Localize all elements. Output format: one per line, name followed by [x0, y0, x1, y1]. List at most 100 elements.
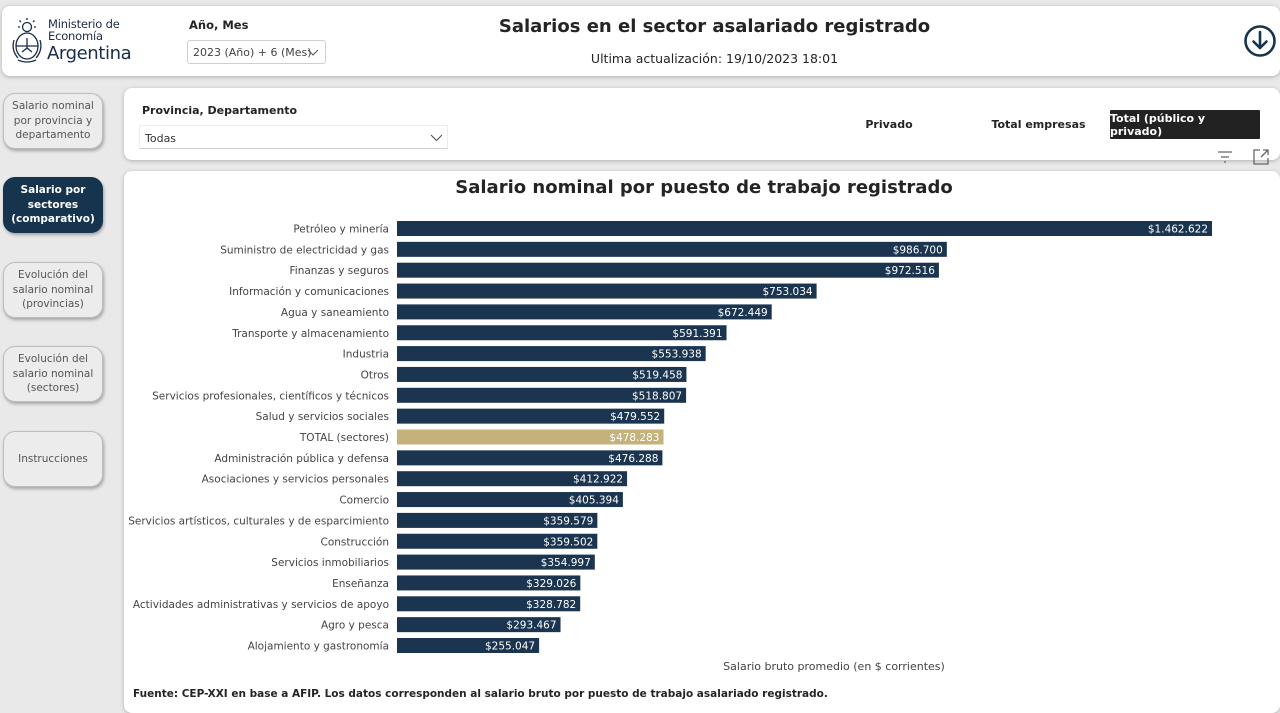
value-label: $518.807 [632, 390, 682, 402]
nav-label: Salario nominal por provincia y departam… [12, 100, 94, 142]
nav-label: Instrucciones [18, 452, 88, 465]
bar[interactable] [397, 554, 595, 570]
value-label: $359.579 [543, 515, 593, 527]
bar[interactable] [397, 346, 706, 362]
filter-panel: Provincia, Departamento Todas Privado To… [124, 88, 1280, 160]
source-note: Fuente: CEP-XXI en base a AFIP. Los dato… [133, 688, 828, 700]
category-label: Enseñanza [332, 578, 389, 590]
chart-panel: Salario nominal por puesto de trabajo re… [124, 171, 1280, 713]
value-label: $519.458 [632, 369, 682, 381]
filter-icon[interactable] [1215, 147, 1235, 167]
value-label: $1.462.622 [1148, 224, 1208, 236]
value-label: $986.700 [893, 244, 943, 256]
chart-title: Salario nominal por puesto de trabajo re… [455, 177, 953, 198]
category-label: Servicios inmobiliarios [271, 557, 389, 569]
period-dropdown-value: 2023 (Año) + 6 (Mes) [193, 46, 312, 59]
value-label: $972.516 [885, 265, 935, 277]
ministry-logo: Ministerio de Economía Argentina [10, 14, 132, 70]
value-label: $359.502 [543, 536, 593, 548]
segment-total-empresas[interactable]: Total empresas [991, 118, 1086, 131]
province-slicer-label: Provincia, Departamento [142, 104, 298, 117]
segment-total-publico-privado[interactable]: Total (público y privado) [1110, 110, 1260, 139]
category-label: Alojamiento y gastronomía [248, 641, 389, 653]
nav-label: Evolución del salario nominal (provincia… [12, 269, 94, 311]
nav-instrucciones[interactable]: Instrucciones [3, 431, 103, 487]
bar[interactable] [397, 304, 772, 320]
category-label: Información y comunicaciones [229, 286, 389, 298]
logo-country-name: Argentina [47, 43, 132, 64]
value-label: $476.288 [608, 453, 658, 465]
bar[interactable] [397, 617, 561, 633]
bar[interactable] [397, 638, 540, 653]
category-label: Petróleo y minería [293, 224, 389, 236]
category-label: Comercio [339, 495, 389, 507]
x-axis-title: Salario bruto promedio (en $ corrientes) [723, 660, 945, 673]
category-label: Suministro de electricidad y gas [220, 244, 389, 256]
category-label: Asociaciones y servicios personales [202, 474, 389, 486]
value-label: $405.394 [569, 495, 619, 507]
bar[interactable] [397, 325, 727, 341]
last-updated-text: Ultima actualización: 19/10/2023 18:01 [590, 51, 839, 66]
nav-salario-sectores[interactable]: Salario por sectores (comparativo) [3, 177, 103, 233]
nav-label: Salario por sectores (comparativo) [11, 184, 95, 226]
category-label: Actividades administrativas y servicios … [133, 599, 389, 611]
bar[interactable] [397, 366, 687, 382]
nav-evolucion-sectores[interactable]: Evolución del salario nominal (sectores) [3, 346, 103, 402]
category-label: Servicios artísticos, culturales y de es… [128, 515, 389, 527]
value-label: $329.026 [526, 578, 576, 590]
bar[interactable] [397, 533, 598, 549]
bar[interactable] [397, 471, 628, 487]
category-label: Finanzas y seguros [290, 265, 389, 277]
chevron-down-icon [430, 134, 443, 142]
value-label: $553.938 [652, 349, 702, 361]
segment-privado[interactable]: Privado [865, 118, 913, 131]
value-label: $293.467 [506, 620, 556, 632]
nav-salario-provincia-departamento[interactable]: Salario nominal por provincia y departam… [3, 93, 103, 149]
bar[interactable] [397, 596, 581, 612]
bar[interactable] [397, 575, 581, 591]
download-icon[interactable] [1243, 24, 1277, 58]
bar[interactable] [397, 512, 598, 528]
category-label: Administración pública y defensa [214, 453, 389, 465]
category-label: Industria [343, 349, 389, 361]
value-label: $479.552 [610, 411, 660, 423]
province-dropdown-value: Todas [145, 132, 177, 145]
period-slicer-label: Año, Mes [189, 18, 249, 32]
focus-mode-icon[interactable] [1251, 147, 1271, 167]
category-label: Agro y pesca [321, 620, 389, 632]
nav-label: Evolución del salario nominal (sectores) [12, 353, 94, 395]
logo-ministry-line1: Ministerio de [48, 17, 120, 31]
value-label: $591.391 [672, 328, 722, 340]
nav-evolucion-provincias[interactable]: Evolución del salario nominal (provincia… [3, 262, 103, 318]
category-label: TOTAL (sectores) [299, 432, 389, 444]
bar[interactable] [397, 429, 664, 445]
bar[interactable] [397, 450, 663, 466]
category-label: Agua y saneamiento [281, 307, 389, 319]
bar[interactable] [397, 492, 623, 508]
category-label: Construcción [320, 536, 389, 548]
chevron-down-icon [307, 49, 319, 56]
value-label: $672.449 [718, 307, 768, 319]
value-label: $412.922 [573, 474, 623, 486]
period-dropdown[interactable]: 2023 (Año) + 6 (Mes) [187, 40, 326, 64]
value-label: $753.034 [762, 286, 812, 298]
bar[interactable] [397, 221, 1212, 236]
category-label: Otros [361, 369, 389, 381]
bar[interactable] [397, 283, 817, 299]
bar[interactable] [397, 241, 947, 257]
category-label: Servicios profesionales, científicos y t… [152, 390, 389, 402]
province-dropdown[interactable]: Todas [139, 125, 448, 149]
bar[interactable] [397, 262, 939, 278]
category-label: Salud y servicios sociales [256, 411, 389, 423]
bar[interactable] [397, 387, 687, 403]
value-label: $354.997 [541, 557, 591, 569]
argentina-coat-of-arms-icon [12, 18, 42, 63]
value-label: $478.283 [609, 432, 659, 444]
page-title: Salarios en el sector asalariado registr… [498, 16, 931, 37]
header-bar: Ministerio de Economía Argentina Año, Me… [2, 6, 1280, 76]
value-label: $255.047 [485, 641, 535, 653]
bar[interactable] [397, 408, 665, 424]
value-label: $328.782 [526, 599, 576, 611]
logo-ministry-line2: Economía [48, 29, 103, 43]
category-label: Transporte y almacenamiento [231, 328, 389, 340]
